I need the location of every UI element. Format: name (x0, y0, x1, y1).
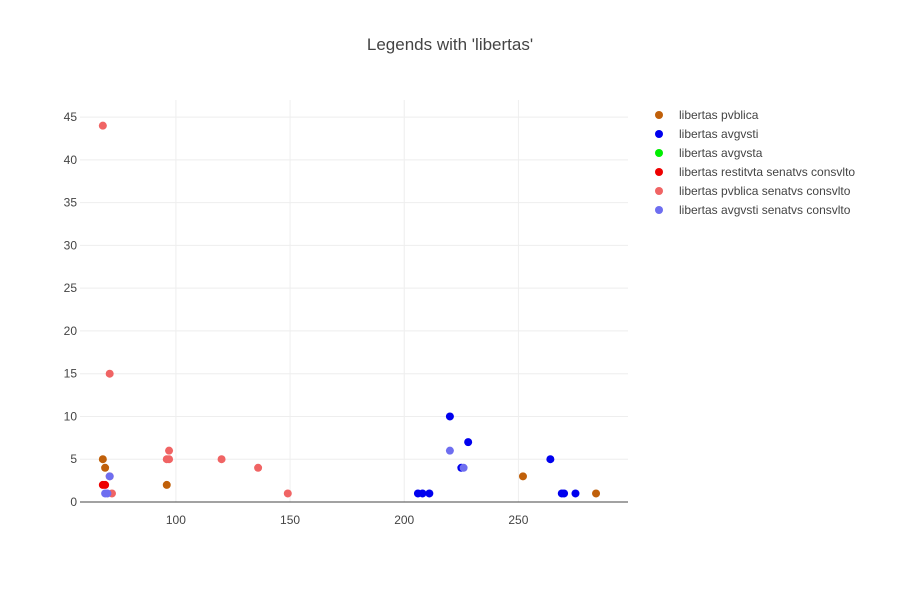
x-tick-label: 200 (394, 513, 414, 527)
x-tick-label: 100 (166, 513, 186, 527)
data-point[interactable] (546, 455, 555, 464)
y-tick-label: 40 (64, 153, 78, 167)
series-5 (101, 446, 468, 498)
x-axis-ticks: 100 150 200 250 (166, 513, 529, 527)
series-0 (98, 455, 601, 498)
data-point[interactable] (101, 463, 110, 472)
legend-label: libertas restitvta senatvs consvlto (679, 165, 855, 179)
legend-item[interactable]: libertas avgvsti senatvs consvlto (655, 203, 851, 217)
legend-label: libertas avgvsti senatvs consvlto (679, 203, 851, 217)
legend-label: libertas avgvsta (679, 146, 763, 160)
data-point[interactable] (165, 446, 174, 455)
data-point[interactable] (98, 121, 107, 130)
legend-label: libertas pvblica senatvs consvlto (679, 184, 851, 198)
gridlines (80, 100, 628, 502)
series-3 (98, 480, 110, 489)
y-tick-label: 15 (64, 367, 78, 381)
data-point[interactable] (425, 489, 434, 498)
legend-label: libertas avgvsti (679, 127, 758, 141)
y-tick-label: 30 (64, 238, 78, 252)
data-point[interactable] (571, 489, 580, 498)
data-point[interactable] (560, 489, 569, 498)
series-4 (98, 121, 292, 498)
y-tick-label: 0 (70, 495, 77, 509)
data-point[interactable] (105, 472, 114, 481)
legend-label: libertas pvblica (679, 108, 759, 122)
legend-marker (655, 130, 663, 138)
legend-item[interactable]: libertas restitvta senatvs consvlto (655, 165, 855, 179)
data-point[interactable] (105, 369, 114, 378)
data-point[interactable] (254, 463, 263, 472)
y-tick-label: 35 (64, 196, 78, 210)
data-point[interactable] (445, 446, 454, 455)
data-point[interactable] (101, 480, 110, 489)
data-point[interactable] (459, 463, 468, 472)
legend[interactable]: libertas pvblica libertas avgvsti libertas… (655, 108, 855, 217)
legend-marker (655, 187, 663, 195)
chart-title: Legends with 'libertas' (367, 35, 533, 54)
legend-item[interactable]: libertas avgvsti (655, 127, 758, 141)
data-point[interactable] (418, 489, 427, 498)
legend-item[interactable]: libertas pvblica (655, 108, 759, 122)
y-tick-label: 5 (70, 452, 77, 466)
legend-marker (655, 111, 663, 119)
data-point[interactable] (283, 489, 292, 498)
data-point[interactable] (98, 455, 107, 464)
x-tick-label: 150 (280, 513, 300, 527)
data-points (98, 121, 601, 498)
y-tick-label: 25 (64, 281, 78, 295)
legend-item[interactable]: libertas pvblica senatvs consvlto (655, 184, 851, 198)
x-tick-label: 250 (508, 513, 528, 527)
y-tick-label: 20 (64, 324, 78, 338)
legend-marker (655, 206, 663, 214)
legend-marker (655, 168, 663, 176)
y-tick-label: 10 (64, 409, 78, 423)
data-point[interactable] (592, 489, 601, 498)
y-axis-ticks: 0 5 10 15 20 25 30 35 40 45 (64, 110, 78, 509)
y-tick-label: 45 (64, 110, 78, 124)
data-point[interactable] (103, 489, 112, 498)
data-point[interactable] (165, 455, 174, 464)
data-point[interactable] (445, 412, 454, 421)
data-point[interactable] (518, 472, 527, 481)
data-point[interactable] (464, 438, 473, 447)
legend-item[interactable]: libertas avgvsta (655, 146, 763, 160)
data-point[interactable] (162, 480, 171, 489)
legend-marker (655, 149, 663, 157)
data-point[interactable] (217, 455, 226, 464)
series-1 (413, 412, 580, 498)
